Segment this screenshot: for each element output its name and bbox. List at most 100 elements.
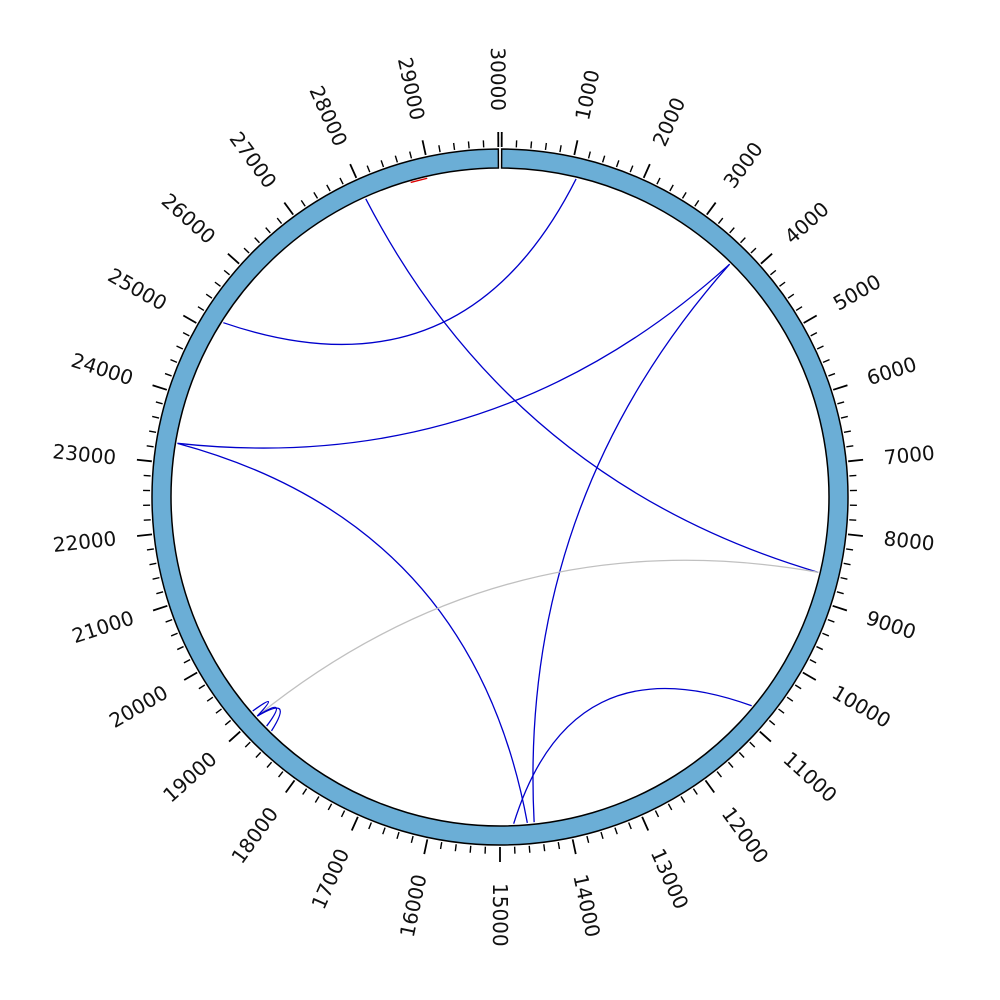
minor-tick <box>557 841 561 850</box>
minor-tick <box>740 237 746 244</box>
tick-label: 12000 <box>717 802 774 868</box>
minor-tick <box>750 247 757 254</box>
tick-label: 26000 <box>157 188 220 248</box>
minor-tick <box>266 761 273 768</box>
minor-tick <box>469 845 472 853</box>
minor-tick <box>846 548 854 551</box>
link-1 <box>410 177 428 184</box>
minor-tick <box>302 788 308 795</box>
link-3 <box>223 178 577 346</box>
tick-label: 17000 <box>306 845 354 913</box>
major-tick <box>349 163 358 179</box>
major-tick <box>350 816 359 831</box>
minor-tick <box>587 151 591 159</box>
minor-tick <box>243 247 250 254</box>
minor-tick <box>146 445 154 448</box>
minor-tick <box>326 184 331 192</box>
minor-tick <box>559 145 562 153</box>
minor-tick <box>614 827 618 835</box>
major-tick <box>706 202 717 216</box>
minor-tick <box>255 751 262 759</box>
minor-tick <box>727 761 734 768</box>
major-tick <box>573 140 579 156</box>
major-tick <box>704 779 715 794</box>
minor-tick <box>265 227 271 234</box>
minor-tick <box>680 796 686 803</box>
minor-tick <box>170 632 178 637</box>
link-4 <box>177 263 731 449</box>
tick-label: 5000 <box>829 269 885 315</box>
major-tick <box>421 140 427 156</box>
minor-tick <box>816 345 824 350</box>
major-tick <box>285 779 296 794</box>
major-tick <box>228 730 241 743</box>
minor-tick <box>327 803 333 811</box>
link-11 <box>252 701 270 717</box>
tick-label: 3000 <box>718 137 767 192</box>
minor-tick <box>396 831 400 840</box>
minor-tick <box>749 741 756 748</box>
tick-label-layer: 1000 2000 3000 4000 5000 6000 7000 8000 9000 1000… <box>51 47 935 946</box>
minor-tick <box>176 645 184 651</box>
minor-tick <box>368 822 372 830</box>
minor-tick <box>223 269 230 276</box>
minor-tick <box>600 831 604 840</box>
tick-label: 24000 <box>68 348 136 390</box>
major-tick <box>832 384 848 391</box>
minor-tick <box>692 788 698 795</box>
minor-tick <box>366 165 371 173</box>
minor-tick <box>669 184 674 192</box>
tick-label: 16000 <box>395 872 432 939</box>
minor-tick <box>694 200 700 207</box>
minor-tick <box>795 306 803 312</box>
minor-tick <box>729 227 735 234</box>
minor-tick <box>827 618 835 623</box>
tick-label: 14000 <box>568 872 605 939</box>
link-2 <box>365 198 819 573</box>
minor-tick <box>667 803 673 811</box>
minor-tick <box>738 751 745 759</box>
minor-tick <box>543 844 546 852</box>
minor-tick <box>828 372 836 377</box>
major-tick <box>847 533 864 537</box>
minor-tick <box>629 165 634 173</box>
tick-label: 29000 <box>393 55 430 122</box>
minor-tick <box>198 684 206 690</box>
tick-label: 4000 <box>780 197 834 249</box>
major-tick <box>423 839 429 855</box>
minor-tick <box>149 430 157 434</box>
minor-tick <box>155 401 163 405</box>
minor-tick <box>846 445 854 448</box>
minor-tick <box>206 696 214 702</box>
minor-tick <box>410 835 414 843</box>
tick-label: 7000 <box>883 441 936 470</box>
minor-tick <box>380 160 385 168</box>
minor-tick <box>530 141 533 149</box>
minor-tick <box>452 142 456 151</box>
minor-tick <box>467 141 470 149</box>
minor-tick <box>786 696 794 702</box>
minor-tick <box>439 841 443 850</box>
tick-label: 22000 <box>52 526 118 557</box>
minor-tick <box>615 160 620 168</box>
minor-tick <box>165 618 173 623</box>
minor-tick <box>215 708 222 714</box>
major-tick <box>571 839 577 855</box>
link-6 <box>177 442 528 823</box>
minor-tick <box>681 192 687 199</box>
link-layer <box>177 177 819 824</box>
minor-tick <box>586 835 590 843</box>
major-tick <box>136 533 153 537</box>
tick-label: 9000 <box>863 606 919 645</box>
tick-label: 18000 <box>226 802 283 868</box>
tick-label: 1000 <box>570 68 604 123</box>
minor-tick <box>717 217 724 224</box>
major-tick <box>136 458 152 463</box>
minor-tick <box>837 401 845 405</box>
minor-tick <box>778 708 785 714</box>
minor-tick <box>300 200 306 207</box>
tick-label: 23000 <box>51 439 117 469</box>
minor-tick <box>836 591 844 595</box>
minor-tick <box>843 562 851 566</box>
minor-tick <box>779 281 786 287</box>
